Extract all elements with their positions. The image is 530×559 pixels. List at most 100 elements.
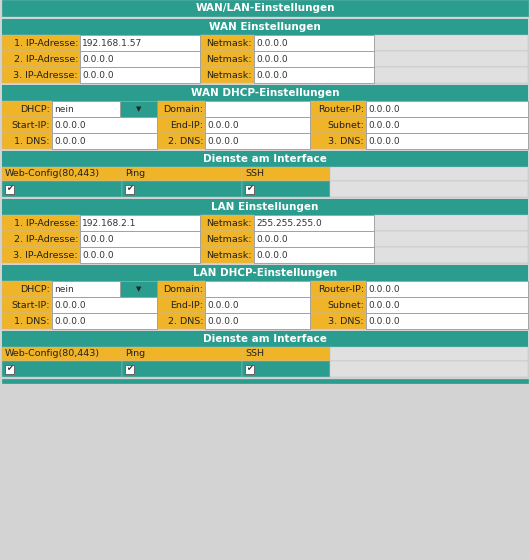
Text: Web-Config(80,443): Web-Config(80,443) [5,169,100,178]
Bar [254,35,374,51]
Text: 255.255.255.0: 255.255.255.0 [256,219,322,228]
Bar [374,67,528,83]
Bar [122,167,242,181]
Text: ✔: ✔ [246,184,253,193]
Text: 0.0.0.0: 0.0.0.0 [54,136,86,145]
Text: 0.0.0.0: 0.0.0.0 [368,301,400,310]
Bar [254,231,374,247]
Bar [2,51,80,67]
Bar [366,117,528,133]
Bar [157,297,205,313]
Bar [310,101,366,117]
Text: 3. DNS:: 3. DNS: [329,136,364,145]
Text: Router-IP:: Router-IP: [318,285,364,293]
Text: Subnet:: Subnet: [327,301,364,310]
Text: SSH: SSH [245,349,264,358]
Bar [122,361,242,377]
Bar [122,347,242,361]
Text: ✔: ✔ [126,364,133,373]
Bar [122,181,242,197]
Text: Netmask:: Netmask: [207,39,252,48]
Bar [205,133,310,149]
Text: 1. IP-Adresse:: 1. IP-Adresse: [13,39,78,48]
Bar [52,101,120,117]
Bar [374,215,528,231]
Text: Router-IP:: Router-IP: [318,105,364,113]
Bar [2,133,52,149]
Text: 3. IP-Adresse:: 3. IP-Adresse: [13,250,78,259]
Bar [242,347,330,361]
Bar [2,0,528,16]
Text: Dienste am Interface: Dienste am Interface [203,334,327,344]
Text: SSH: SSH [245,169,264,178]
Bar [2,281,52,297]
Bar [157,281,205,297]
Bar [310,117,366,133]
Bar [200,35,254,51]
Bar [330,181,528,197]
Bar [2,67,80,83]
Text: nein: nein [54,285,74,293]
Bar [205,117,310,133]
Bar [2,247,80,263]
Bar [80,51,200,67]
Bar [52,313,157,329]
Text: DHCP:: DHCP: [20,285,50,293]
Text: 0.0.0.0: 0.0.0.0 [82,54,113,64]
Text: ▼: ▼ [136,106,141,112]
Bar [242,167,330,181]
Bar [80,247,200,263]
Bar [366,297,528,313]
Bar [2,379,528,383]
Text: 0.0.0.0: 0.0.0.0 [256,234,288,244]
Bar [125,184,134,193]
Text: 0.0.0.0: 0.0.0.0 [207,136,239,145]
Bar [2,117,52,133]
Bar [52,297,157,313]
Text: 0.0.0.0: 0.0.0.0 [368,121,400,130]
Text: Start-IP:: Start-IP: [12,301,50,310]
Text: 0.0.0.0: 0.0.0.0 [368,105,400,113]
Text: Netmask:: Netmask: [207,70,252,79]
Text: 3. DNS:: 3. DNS: [329,316,364,325]
Bar [200,247,254,263]
Text: 0.0.0.0: 0.0.0.0 [368,285,400,293]
Bar [310,133,366,149]
Bar [2,215,80,231]
Bar [125,364,134,373]
Bar [2,151,528,167]
Bar [205,281,310,297]
Bar [374,231,528,247]
Text: 0.0.0.0: 0.0.0.0 [207,301,239,310]
Text: 0.0.0.0: 0.0.0.0 [256,70,288,79]
Text: 3. IP-Adresse:: 3. IP-Adresse: [13,70,78,79]
Bar [254,67,374,83]
Text: 0.0.0.0: 0.0.0.0 [256,39,288,48]
Bar [310,313,366,329]
Bar [200,231,254,247]
Bar [2,199,528,215]
Bar [52,133,157,149]
Bar [254,215,374,231]
Bar [2,331,528,347]
Bar [205,101,310,117]
Text: ▼: ▼ [136,286,141,292]
Bar [2,167,122,181]
Bar [366,281,528,297]
Bar [52,117,157,133]
Text: 0.0.0.0: 0.0.0.0 [256,54,288,64]
Bar [80,231,200,247]
Text: 0.0.0.0: 0.0.0.0 [82,250,113,259]
Bar [242,181,330,197]
Bar [80,35,200,51]
Text: 0.0.0.0: 0.0.0.0 [54,301,86,310]
Bar [5,184,14,193]
Text: Domain:: Domain: [163,105,203,113]
Bar [330,167,528,181]
Bar [2,231,80,247]
Text: Netmask:: Netmask: [207,250,252,259]
Text: 192.168.2.1: 192.168.2.1 [82,219,136,228]
Text: Ping: Ping [125,169,145,178]
Bar [5,364,14,373]
Bar [310,297,366,313]
